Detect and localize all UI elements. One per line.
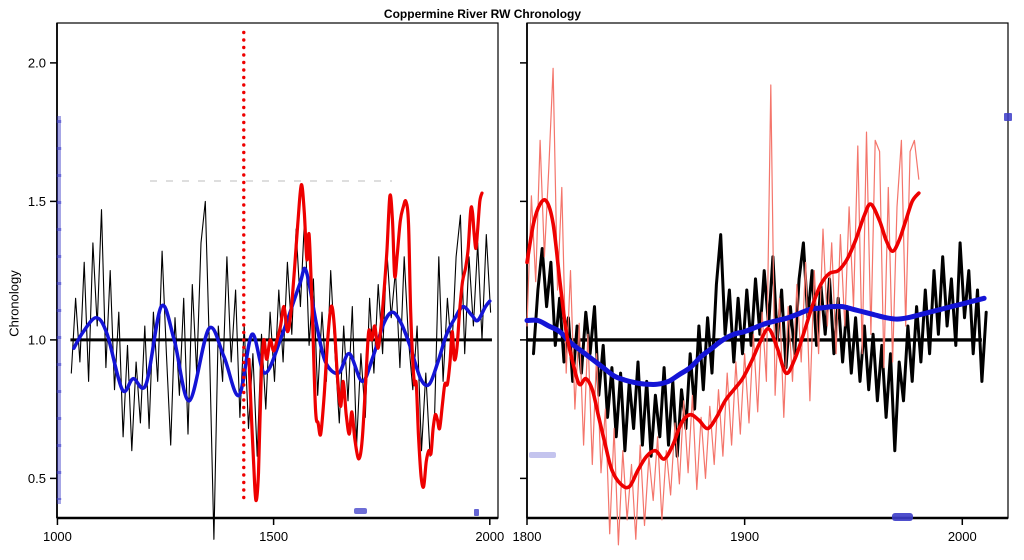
left-y-tick-label: 1.5 <box>28 194 46 209</box>
y-axis-label: Chronology <box>6 270 22 337</box>
blue-blob-right-axis <box>892 513 913 521</box>
left-x-tick-label: 2000 <box>475 529 504 544</box>
left-y-tick-label: 2.0 <box>28 55 46 70</box>
right-series-smoothing-spline-zoom <box>524 295 987 387</box>
left-x-tick-label: 1000 <box>43 529 72 544</box>
faint-blue-dash-lower-left <box>529 452 556 458</box>
left-series-smoothing-spline <box>72 266 492 403</box>
blue-mark-left-baseline-2 <box>474 509 479 516</box>
left-x-tick-label: 1500 <box>259 529 288 544</box>
left-series-annual-ring-width-index <box>70 200 492 540</box>
chart-title: Coppermine River RW Chronology <box>383 7 582 21</box>
right-series-annual-ring-width-index-zoom <box>532 233 988 458</box>
left-series-reconstruction-smoothed <box>247 183 484 503</box>
blue-dash-right-border <box>1004 113 1012 121</box>
blue-mark-left-baseline-1 <box>354 508 367 514</box>
right-x-tick-label: 2000 <box>948 529 977 544</box>
right-series-reconstruction-annual <box>526 67 920 546</box>
left-y-tick-label: 1.0 <box>28 332 46 347</box>
right-series-reconstruction-smoothed-zoom <box>525 191 921 490</box>
right-x-tick-label: 1900 <box>730 529 759 544</box>
right-x-tick-label: 1800 <box>513 529 542 544</box>
left-y-tick-label: 0.5 <box>28 471 46 486</box>
